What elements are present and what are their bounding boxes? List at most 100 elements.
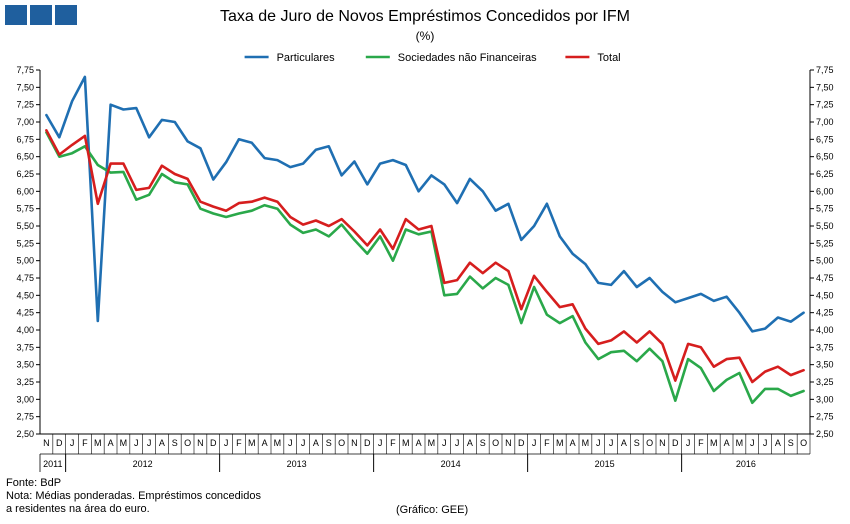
- y-tick-label-left: 7,75: [16, 65, 34, 75]
- x-tick-label: N: [197, 438, 204, 448]
- x-tick-label: A: [570, 438, 576, 448]
- year-label: 2012: [133, 459, 153, 469]
- y-tick-label-left: 4,50: [16, 290, 34, 300]
- note-line-1: Nota: Médias ponderadas. Empréstimos con…: [6, 490, 261, 502]
- x-tick-label: O: [492, 438, 499, 448]
- source-note: Fonte: BdP: [6, 477, 62, 489]
- legend-label-2: Sociedades não Financeiras: [398, 52, 537, 64]
- y-tick-label-right: 4,75: [816, 273, 834, 283]
- y-tick-label-right: 3,00: [816, 394, 834, 404]
- x-tick-label: O: [646, 438, 653, 448]
- logo-square-2: [30, 5, 52, 25]
- y-tick-label-right: 7,50: [816, 82, 834, 92]
- x-tick-label: S: [172, 438, 178, 448]
- x-tick-label: M: [736, 438, 744, 448]
- y-tick-label-right: 2,75: [816, 412, 834, 422]
- y-tick-label-left: 5,25: [16, 238, 34, 248]
- y-tick-label-left: 2,75: [16, 412, 34, 422]
- x-tick-label: M: [94, 438, 102, 448]
- x-tick-label: D: [672, 438, 679, 448]
- logo-square-1: [5, 5, 27, 25]
- x-tick-label: S: [788, 438, 794, 448]
- x-tick-label: F: [390, 438, 396, 448]
- chart-subtitle: (%): [415, 29, 435, 43]
- x-tick-label: F: [236, 438, 242, 448]
- x-tick-label: S: [480, 438, 486, 448]
- x-tick-label: N: [505, 438, 512, 448]
- note-line-2: a residentes na área do euro.: [6, 503, 150, 515]
- x-tick-label: J: [70, 438, 75, 448]
- series-line-2: [45, 131, 805, 405]
- x-tick-label: O: [800, 438, 807, 448]
- x-tick-label: S: [634, 438, 640, 448]
- x-tick-label: A: [159, 438, 165, 448]
- series-line-1: [45, 75, 805, 333]
- year-label: 2011: [43, 459, 62, 469]
- chart-title: Taxa de Juro de Novos Empréstimos Conced…: [220, 8, 630, 25]
- y-tick-label-right: 3,25: [816, 377, 834, 387]
- x-tick-label: F: [698, 438, 704, 448]
- x-tick-label: A: [724, 438, 730, 448]
- y-tick-label-right: 6,25: [816, 169, 834, 179]
- x-tick-label: D: [364, 438, 371, 448]
- x-tick-label: J: [596, 438, 601, 448]
- y-tick-label-left: 4,00: [16, 325, 34, 335]
- x-tick-label: J: [288, 438, 293, 448]
- x-tick-label: S: [326, 438, 332, 448]
- x-tick-label: A: [416, 438, 422, 448]
- y-tick-label-left: 5,75: [16, 204, 34, 214]
- y-tick-label-left: 7,50: [16, 82, 34, 92]
- x-tick-label: A: [775, 438, 781, 448]
- x-tick-label: A: [313, 438, 319, 448]
- y-tick-label-left: 7,25: [16, 100, 34, 110]
- x-tick-label: J: [455, 438, 460, 448]
- x-tick-label: M: [120, 438, 128, 448]
- x-tick-label: A: [621, 438, 627, 448]
- x-tick-label: J: [763, 438, 768, 448]
- x-tick-label: N: [659, 438, 666, 448]
- y-tick-label-right: 3,50: [816, 360, 834, 370]
- y-tick-label-right: 6,50: [816, 152, 834, 162]
- y-tick-label-right: 6,75: [816, 134, 834, 144]
- y-tick-label-right: 7,75: [816, 65, 834, 75]
- y-tick-label-right: 5,25: [816, 238, 834, 248]
- x-tick-label: A: [262, 438, 268, 448]
- x-tick-label: M: [556, 438, 564, 448]
- y-tick-label-left: 6,00: [16, 186, 34, 196]
- x-tick-label: J: [378, 438, 383, 448]
- y-tick-label-right: 2,50: [816, 429, 834, 439]
- x-tick-label: F: [82, 438, 88, 448]
- x-tick-label: M: [582, 438, 590, 448]
- y-tick-label-left: 3,25: [16, 377, 34, 387]
- y-tick-label-right: 5,00: [816, 256, 834, 266]
- y-tick-label-left: 4,25: [16, 308, 34, 318]
- y-tick-label-left: 4,75: [16, 273, 34, 283]
- x-tick-label: M: [428, 438, 436, 448]
- y-tick-label-left: 3,00: [16, 394, 34, 404]
- y-tick-label-right: 4,00: [816, 325, 834, 335]
- x-tick-label: A: [108, 438, 114, 448]
- x-tick-label: J: [134, 438, 139, 448]
- x-tick-label: J: [224, 438, 229, 448]
- y-tick-label-left: 2,50: [16, 429, 34, 439]
- x-tick-label: D: [210, 438, 217, 448]
- year-label: 2013: [287, 459, 307, 469]
- gee-logo: [5, 5, 77, 25]
- y-tick-label-left: 6,75: [16, 134, 34, 144]
- series-line-3: [45, 129, 805, 384]
- legend-label-1: Particulares: [277, 52, 336, 64]
- x-tick-label: D: [56, 438, 63, 448]
- y-tick-label-left: 7,00: [16, 117, 34, 127]
- y-tick-label-right: 7,25: [816, 100, 834, 110]
- x-tick-label: J: [609, 438, 614, 448]
- x-tick-label: J: [750, 438, 755, 448]
- y-tick-label-left: 3,75: [16, 342, 34, 352]
- x-tick-label: F: [544, 438, 550, 448]
- legend-label-3: Total: [597, 52, 620, 64]
- y-tick-label-left: 5,00: [16, 256, 34, 266]
- year-label: 2016: [736, 459, 756, 469]
- x-tick-label: J: [686, 438, 691, 448]
- x-tick-label: J: [532, 438, 537, 448]
- year-label: 2015: [595, 459, 615, 469]
